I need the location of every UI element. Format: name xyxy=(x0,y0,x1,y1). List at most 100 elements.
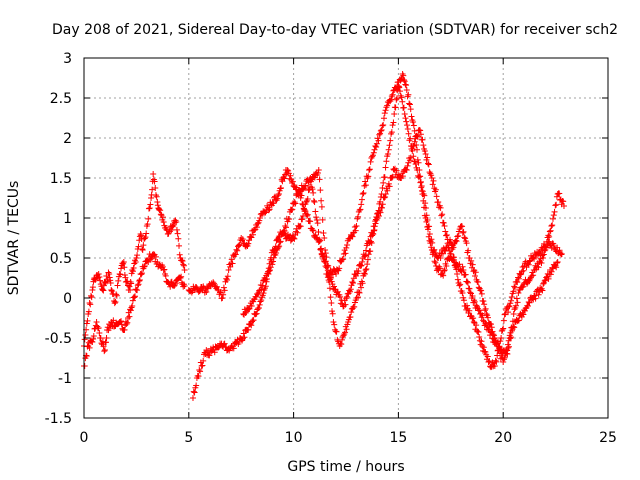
data-point-marker xyxy=(173,219,180,225)
data-point-marker xyxy=(389,122,396,129)
data-point-marker xyxy=(359,280,366,287)
data-point-marker xyxy=(270,200,277,207)
data-point-marker xyxy=(376,131,383,138)
data-point-marker xyxy=(441,266,448,273)
data-point-marker xyxy=(286,215,293,222)
data-point-marker xyxy=(265,271,272,277)
data-point-marker xyxy=(553,259,560,266)
data-point-marker xyxy=(525,261,532,268)
data-point-marker xyxy=(121,264,128,271)
data-point-marker xyxy=(560,203,567,209)
data-point-marker xyxy=(415,174,422,181)
series-track-d xyxy=(185,79,567,357)
data-point-marker xyxy=(275,191,282,197)
data-point-marker xyxy=(340,256,347,263)
data-point-marker xyxy=(255,305,262,312)
data-point-marker xyxy=(232,251,239,258)
data-point-marker xyxy=(501,311,508,318)
data-point-marker xyxy=(433,193,440,200)
data-point-marker xyxy=(162,272,169,279)
data-point-marker xyxy=(408,113,415,120)
data-point-marker xyxy=(446,247,453,254)
data-point-marker xyxy=(460,228,467,235)
data-point-marker xyxy=(152,253,159,260)
data-point-marker xyxy=(333,328,340,335)
data-point-marker xyxy=(126,283,133,290)
data-point-marker xyxy=(313,216,320,223)
data-point-marker xyxy=(269,261,276,268)
data-point-marker xyxy=(384,151,391,157)
data-point-marker xyxy=(549,215,556,222)
data-point-marker xyxy=(454,276,461,283)
data-point-marker xyxy=(496,345,503,352)
data-point-marker xyxy=(161,266,168,273)
data-point-marker xyxy=(510,288,517,295)
data-point-marker xyxy=(440,272,447,279)
data-point-marker xyxy=(430,177,437,184)
data-point-marker xyxy=(398,94,405,101)
chart-title: Day 208 of 2021, Sidereal Day-to-day VTE… xyxy=(52,22,618,38)
data-point-marker xyxy=(364,256,371,263)
data-point-marker xyxy=(190,388,197,395)
data-point-marker xyxy=(466,307,473,314)
data-point-marker xyxy=(558,251,565,257)
data-point-marker xyxy=(324,271,331,277)
data-point-marker xyxy=(419,136,426,143)
data-point-marker xyxy=(406,137,413,144)
data-point-marker xyxy=(253,310,260,317)
data-point-marker xyxy=(417,131,424,138)
data-point-marker xyxy=(513,295,520,302)
data-point-marker xyxy=(196,287,203,294)
data-point-marker xyxy=(480,317,487,324)
data-point-marker xyxy=(392,104,399,111)
data-point-marker xyxy=(455,232,462,239)
y-tick-label: -1.5 xyxy=(45,411,72,427)
y-tick-label: 1.5 xyxy=(50,171,72,187)
data-point-marker xyxy=(429,239,436,246)
data-point-marker xyxy=(295,191,302,198)
data-point-marker xyxy=(254,291,261,298)
data-point-marker xyxy=(355,294,362,301)
data-point-marker xyxy=(168,227,175,234)
data-point-marker xyxy=(281,227,288,234)
data-point-marker xyxy=(351,224,358,231)
data-point-marker xyxy=(294,229,301,236)
data-point-marker xyxy=(118,265,125,272)
x-tick-label: 20 xyxy=(494,430,512,446)
data-point-marker xyxy=(428,175,435,181)
data-point-marker xyxy=(367,158,374,165)
data-point-marker xyxy=(550,212,557,219)
data-point-marker xyxy=(312,231,319,238)
data-point-marker xyxy=(488,329,495,336)
data-point-marker xyxy=(302,208,309,215)
data-point-marker xyxy=(103,339,110,346)
data-point-marker xyxy=(468,257,475,264)
data-point-marker xyxy=(400,104,407,111)
data-point-marker xyxy=(524,302,531,309)
data-point-marker xyxy=(362,178,369,185)
data-point-marker xyxy=(461,234,468,241)
data-point-marker xyxy=(387,137,394,144)
data-point-marker xyxy=(309,227,316,233)
data-point-marker xyxy=(106,274,113,281)
data-point-marker xyxy=(547,271,554,278)
data-point-marker xyxy=(289,178,296,185)
data-point-marker xyxy=(478,338,485,345)
data-point-marker xyxy=(476,307,483,314)
data-point-marker xyxy=(357,263,364,269)
data-point-marker xyxy=(549,222,556,229)
data-point-marker xyxy=(370,149,377,156)
data-point-marker xyxy=(428,244,435,251)
data-point-marker xyxy=(486,358,493,365)
data-point-marker xyxy=(380,179,387,186)
x-axis-ticks: 0 5 10 15 20 25 xyxy=(80,58,617,446)
data-point-marker xyxy=(107,277,114,284)
data-point-marker xyxy=(307,218,314,225)
data-point-marker xyxy=(287,237,294,244)
data-point-marker xyxy=(189,395,196,401)
data-point-marker xyxy=(146,205,153,212)
data-point-marker xyxy=(199,362,206,369)
data-point-marker xyxy=(193,382,200,389)
data-point-marker xyxy=(291,235,298,242)
data-point-marker xyxy=(239,236,246,243)
